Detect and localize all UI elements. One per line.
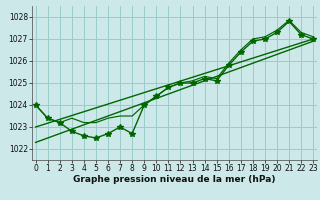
X-axis label: Graphe pression niveau de la mer (hPa): Graphe pression niveau de la mer (hPa) [73,175,276,184]
